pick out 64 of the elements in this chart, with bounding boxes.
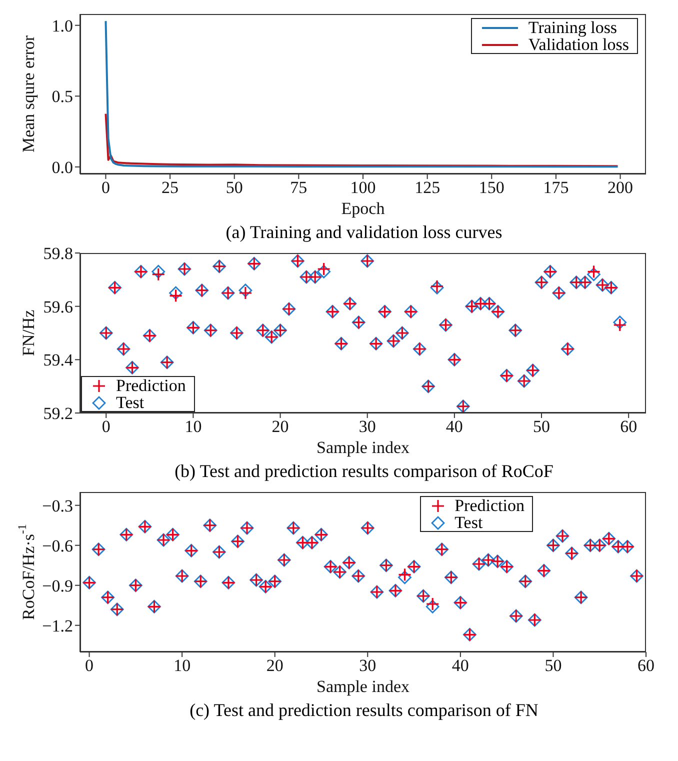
x-tick-label: 0 xyxy=(85,656,94,676)
y-tick-label: 59.2 xyxy=(43,404,73,424)
line-series xyxy=(104,112,619,168)
x-tick-label: 10 xyxy=(184,417,202,436)
y-tick-label: −0.9 xyxy=(42,576,73,596)
point xyxy=(613,318,627,332)
legend-label: Test xyxy=(454,513,483,532)
y-tick-label: 0.0 xyxy=(52,158,73,177)
text: (b) Test and prediction results comparison of RoCoF xyxy=(174,461,554,482)
point xyxy=(426,600,440,614)
point xyxy=(398,570,412,584)
legend-label: Test xyxy=(116,393,144,412)
x-axis-title: Epoch xyxy=(341,199,386,218)
y-tick-label: −0.6 xyxy=(42,536,73,556)
point xyxy=(317,262,331,276)
x-tick-label: 125 xyxy=(414,178,440,198)
x-axis-title: Sample index xyxy=(316,677,410,696)
x-tick-label: 50 xyxy=(533,417,550,436)
x-axis-title: Sample index xyxy=(316,438,410,457)
x-tick-label: 30 xyxy=(359,656,376,676)
x-tick-label: 150 xyxy=(478,178,504,198)
x-tick-label: 75 xyxy=(290,178,308,198)
point xyxy=(238,284,252,298)
legend-label: Training loss xyxy=(528,18,618,37)
x-tick-label: 40 xyxy=(452,656,469,676)
x-tick-label: 100 xyxy=(350,178,376,198)
point xyxy=(169,286,182,300)
legend-label: Prediction xyxy=(116,376,186,395)
y-tick-label: −1.2 xyxy=(42,616,73,636)
point xyxy=(317,264,331,278)
x-tick-label: 20 xyxy=(272,417,289,436)
point xyxy=(587,268,600,282)
x-tick-label: 175 xyxy=(543,178,569,198)
y-tick-label: 59.8 xyxy=(43,244,73,264)
x-tick-label: 20 xyxy=(266,656,284,676)
y-tick-label: 0.5 xyxy=(52,87,73,106)
x-tick-label: 50 xyxy=(226,178,243,198)
point xyxy=(168,288,183,302)
x-tick-label: 10 xyxy=(174,656,191,676)
x-tick-label: 30 xyxy=(358,417,376,436)
x-tick-label: 0 xyxy=(102,417,110,436)
y-tick-label: 1.0 xyxy=(52,16,73,36)
y-axis-title: FN/Hz xyxy=(18,309,38,356)
x-tick-label: 60 xyxy=(620,417,638,436)
point xyxy=(398,568,412,582)
point xyxy=(586,264,601,278)
point xyxy=(152,268,166,282)
point xyxy=(426,597,440,611)
x-tick-label: 60 xyxy=(638,656,654,676)
y-tick-label: −0.3 xyxy=(42,496,73,516)
y-tick-label: 59.6 xyxy=(43,297,73,316)
x-tick-label: 0 xyxy=(101,178,110,198)
x-tick-label: 50 xyxy=(544,656,562,676)
x-tick-label: 200 xyxy=(608,178,634,198)
x-tick-label: 25 xyxy=(162,178,179,198)
text: (c) Test and prediction results comparison of FN xyxy=(188,700,540,721)
point xyxy=(238,286,252,300)
text: (a) Training and validation loss curves xyxy=(224,222,504,243)
y-axis-title: Mean squre error xyxy=(18,35,38,153)
y-tick-label: 59.4 xyxy=(43,350,74,370)
point xyxy=(613,316,627,330)
legend-label: Prediction xyxy=(454,496,524,515)
x-tick-label: 40 xyxy=(446,417,463,436)
point xyxy=(152,264,166,278)
